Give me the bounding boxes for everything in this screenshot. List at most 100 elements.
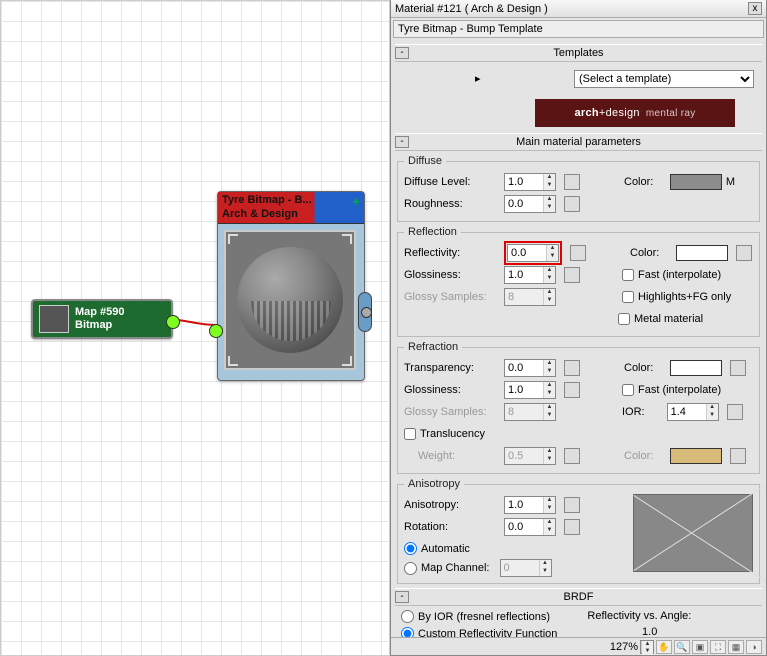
custom-refl-radio[interactable]: Custom Reflectivity Function <box>401 627 557 637</box>
close-icon[interactable]: x <box>748 2 762 15</box>
port-in[interactable] <box>209 324 223 338</box>
template-arrow-icon: ▸ <box>471 68 485 89</box>
refr-color-map-slot[interactable] <box>730 360 746 376</box>
diffuse-level-spinner[interactable]: ▲▼ <box>504 173 556 191</box>
material-type: Arch & Design <box>222 208 360 222</box>
weight-spinner: ▲▼ <box>504 447 556 465</box>
diffuse-color-swatch[interactable] <box>670 174 722 190</box>
material-node[interactable]: + Tyre Bitmap - B... Arch & Design <box>217 191 365 381</box>
refr-gloss-label: Glossiness: <box>404 384 500 396</box>
weight-label: Weight: <box>404 450 500 462</box>
rva-label: Reflectivity vs. Angle: <box>587 610 691 622</box>
diffuse-level-label: Diffuse Level: <box>404 176 500 188</box>
material-preview <box>224 230 356 370</box>
refl-samples-label: Glossy Samples: <box>404 291 500 303</box>
refr-color-swatch[interactable] <box>670 360 722 376</box>
collapse-icon[interactable]: - <box>395 591 409 603</box>
node-editor-canvas[interactable]: Map #590 Bitmap + Tyre Bitmap - B... Arc… <box>0 0 390 656</box>
diffuse-level-map-slot[interactable] <box>564 174 580 190</box>
mapchannel-radio[interactable]: Map Channel: ▲▼ <box>404 559 625 577</box>
templates-group-title[interactable]: - Templates <box>395 44 762 62</box>
tool-pan-icon[interactable]: ✋ <box>656 640 672 654</box>
collapse-icon[interactable]: - <box>395 136 409 148</box>
titlebar[interactable]: Material #121 ( Arch & Design ) x <box>391 0 766 18</box>
translucency-checkbox[interactable]: Translucency <box>404 428 485 440</box>
tool-extents-icon[interactable]: ⛶ <box>710 640 726 654</box>
refl-gloss-spinner[interactable]: ▲▼ <box>504 266 556 284</box>
refl-color-map-slot[interactable] <box>736 245 752 261</box>
tool-zoom-icon[interactable]: 🔍 <box>674 640 690 654</box>
bitmap-title: Map #590 <box>75 306 125 319</box>
aniso-map-slot[interactable] <box>564 497 580 513</box>
metal-checkbox[interactable]: Metal material <box>618 313 703 325</box>
refr-color-label: Color: <box>624 362 666 374</box>
bitmap-node[interactable]: Map #590 Bitmap <box>31 299 173 339</box>
refraction-group: Refraction Transparency: ▲▼ Color: Gloss… <box>397 341 760 474</box>
tool-render-icon[interactable]: ◑ <box>746 640 762 654</box>
roughness-map-slot[interactable] <box>564 196 580 212</box>
transparency-spinner[interactable]: ▲▼ <box>504 359 556 377</box>
refr-samples-label: Glossy Samples: <box>404 406 500 418</box>
refr-samples-spinner: ▲▼ <box>504 403 556 421</box>
automatic-radio[interactable]: Automatic <box>404 542 625 555</box>
port-side[interactable] <box>358 292 372 332</box>
anisotropy-preview <box>633 494 753 572</box>
window-title: Material #121 ( Arch & Design ) <box>395 3 548 15</box>
refr-gloss-spinner[interactable]: ▲▼ <box>504 381 556 399</box>
bitmap-type: Bitmap <box>75 319 125 332</box>
fast-interp-checkbox[interactable]: Fast (interpolate) <box>622 269 721 281</box>
by-ior-radio[interactable]: By IOR (fresnel reflections) <box>401 610 557 623</box>
preview-sphere <box>237 247 343 353</box>
aniso-label: Anisotropy: <box>404 499 500 511</box>
anisotropy-legend: Anisotropy <box>404 478 464 490</box>
rotation-map-slot[interactable] <box>564 519 580 535</box>
reflectivity-highlight: ▲▼ <box>504 241 562 265</box>
collapse-icon[interactable]: - <box>395 47 409 59</box>
transl-color-label: Color: <box>624 450 666 462</box>
zoom-readout[interactable]: 127% ▲▼ <box>610 640 654 654</box>
panel-scroll[interactable]: - Templates ▸ (Select a template) arch+d… <box>391 40 766 637</box>
statusbar: 127% ▲▼ ✋ 🔍 ▣ ⛶ ▦ ◑ <box>391 637 766 655</box>
brdf-title[interactable]: - BRDF <box>395 588 762 606</box>
refr-fast-checkbox[interactable]: Fast (interpolate) <box>622 384 721 396</box>
refl-gloss-map-slot[interactable] <box>564 267 580 283</box>
transparency-map-slot[interactable] <box>564 360 580 376</box>
subtitle-field[interactable]: Tyre Bitmap - Bump Template <box>393 20 764 38</box>
diffuse-group: Diffuse Diffuse Level: ▲▼ Color: Roughne… <box>397 155 760 222</box>
diffuse-color-label: Color: <box>624 176 666 188</box>
reflection-legend: Reflection <box>404 226 461 238</box>
rotation-label: Rotation: <box>404 521 500 533</box>
ior-label: IOR: <box>622 406 645 418</box>
tool-region-icon[interactable]: ▣ <box>692 640 708 654</box>
aniso-spinner[interactable]: ▲▼ <box>504 496 556 514</box>
rva-value: 1.0 <box>642 626 657 637</box>
anisotropy-group: Anisotropy Anisotropy: ▲▼ Rotation: ▲▼ A… <box>397 478 760 584</box>
main-params-title[interactable]: - Main material parameters <box>395 133 762 151</box>
tool-layout-icon[interactable]: ▦ <box>728 640 744 654</box>
refl-color-label: Color: <box>630 247 672 259</box>
template-select[interactable]: (Select a template) <box>574 70 754 88</box>
weight-map-slot[interactable] <box>564 448 580 464</box>
bitmap-thumb <box>39 305 69 333</box>
bitmap-label: Map #590 Bitmap <box>75 306 125 332</box>
reflectivity-spinner[interactable]: ▲▼ <box>507 244 559 262</box>
refraction-legend: Refraction <box>404 341 462 353</box>
ior-map-slot[interactable] <box>727 404 743 420</box>
transl-color-map-slot[interactable] <box>730 448 746 464</box>
roughness-label: Roughness: <box>404 198 500 210</box>
highlights-checkbox[interactable]: Highlights+FG only <box>622 291 731 303</box>
rotation-spinner[interactable]: ▲▼ <box>504 518 556 536</box>
transparency-label: Transparency: <box>404 362 500 374</box>
transl-color-swatch <box>670 448 722 464</box>
expand-icon[interactable]: + <box>352 194 360 210</box>
material-header: + Tyre Bitmap - B... Arch & Design <box>218 192 364 224</box>
ior-spinner[interactable]: ▲▼ <box>667 403 719 421</box>
refr-gloss-map-slot[interactable] <box>564 382 580 398</box>
refl-color-swatch[interactable] <box>676 245 728 261</box>
roughness-spinner[interactable]: ▲▼ <box>504 195 556 213</box>
templates-label: Templates <box>553 47 603 59</box>
diffuse-legend: Diffuse <box>404 155 446 167</box>
port-out[interactable] <box>166 315 180 329</box>
reflectivity-map-slot[interactable] <box>570 245 586 261</box>
reflection-group: Reflection Reflectivity: ▲▼ Color: Gloss… <box>397 226 760 337</box>
